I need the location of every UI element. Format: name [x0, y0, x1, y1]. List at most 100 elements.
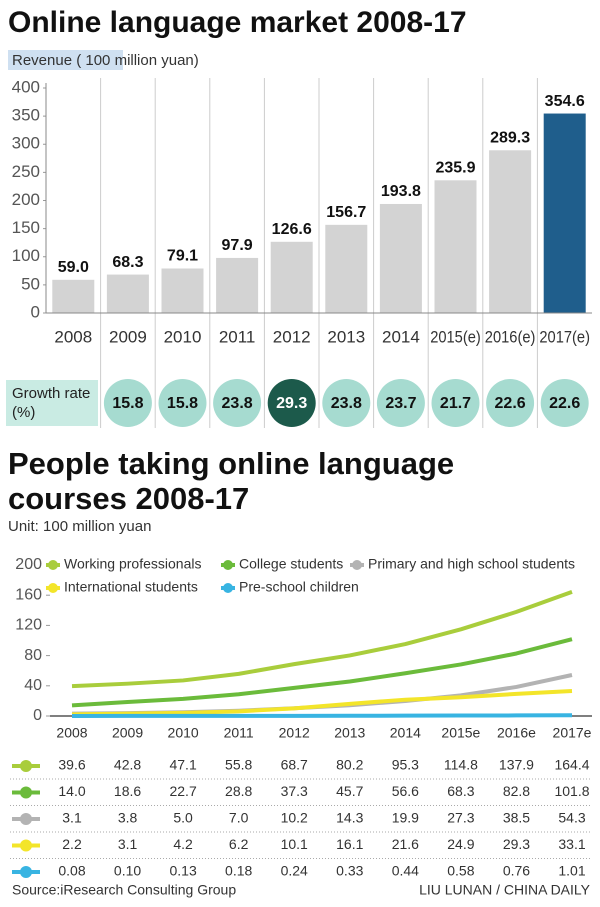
value-label: 126.6: [272, 221, 312, 238]
y-tick-label: 80: [24, 647, 42, 664]
bar: [52, 279, 95, 313]
x-tick-label: 2013: [327, 327, 365, 346]
growth-circle: [376, 379, 425, 427]
table-value: 10.2: [281, 810, 308, 826]
value-label: 156.7: [326, 204, 366, 221]
x-tick-label: 2015(e): [430, 327, 481, 346]
table-value: 42.8: [114, 757, 141, 773]
table-value: 0.58: [447, 863, 474, 879]
table-value: 164.4: [554, 757, 589, 773]
table-value: 3.1: [62, 810, 82, 826]
y-tick-label: 120: [15, 617, 42, 634]
bar: [543, 113, 586, 313]
x-tick-label: 2017e: [553, 725, 592, 741]
chart-title: Online language market 2008-17: [8, 6, 467, 39]
value-label: 79.1: [167, 248, 198, 265]
legend-swatch: [223, 560, 233, 570]
table-value: 22.7: [169, 783, 196, 799]
legend-label: Primary and high school students: [368, 556, 575, 572]
y-tick-label: 0: [33, 707, 42, 724]
table-value: 38.5: [503, 810, 530, 826]
growth-label: 15.8: [112, 395, 143, 412]
line: [71, 637, 573, 708]
table-value: 28.8: [225, 783, 252, 799]
growth-label: 22.6: [495, 395, 526, 412]
growth-label: Growth rate (%): [6, 380, 98, 426]
growth-label: 23.8: [222, 395, 253, 412]
legend-swatch: [48, 583, 58, 593]
table-value: 0.24: [281, 863, 308, 879]
growth-circle: [486, 379, 535, 427]
table-value: 114.8: [444, 757, 478, 773]
x-tick-label: 2011: [224, 725, 254, 741]
bar: [216, 257, 259, 313]
legend-label: International students: [64, 579, 198, 595]
bar: [489, 150, 532, 313]
table-value: 3.8: [118, 810, 138, 826]
chart-title: People taking online language courses 20…: [8, 446, 463, 516]
table-value: 47.1: [169, 757, 196, 773]
growth-label: 29.3: [276, 395, 307, 412]
y-tick-label: 100: [12, 246, 40, 265]
x-tick-label: 2014: [390, 725, 421, 741]
bar: [434, 180, 477, 313]
value-label: 289.3: [490, 129, 530, 146]
x-tick-label: 2014: [382, 327, 420, 346]
x-tick-label: 2015e: [441, 725, 480, 741]
x-tick-label: 2012: [279, 725, 310, 741]
x-tick-label: 2017(e): [539, 327, 590, 346]
y-tick-label: 400: [12, 77, 40, 96]
legend-label: Pre-school children: [239, 579, 359, 595]
x-tick-label: 2009: [112, 725, 143, 741]
y-tick-label: 150: [12, 218, 40, 237]
table-value: 0.18: [225, 863, 252, 879]
growth-circle: [540, 379, 589, 427]
bar: [106, 274, 149, 313]
growth-label: 23.7: [385, 395, 416, 412]
legend-label: College students: [239, 556, 343, 572]
table-value: 39.6: [58, 757, 85, 773]
growth-circle: [213, 379, 262, 427]
growth-circle: [322, 379, 371, 427]
table-value: 19.9: [392, 810, 419, 826]
x-tick-label: 2008: [54, 327, 92, 346]
value-label: 97.9: [222, 237, 253, 254]
table-value: 21.6: [392, 836, 419, 852]
x-tick-label: 2016(e): [485, 327, 536, 346]
table-value: 82.8: [503, 783, 530, 799]
growth-label: 21.7: [440, 395, 471, 412]
legend-swatch: [223, 583, 233, 593]
table-value: 45.7: [336, 783, 363, 799]
table-value: 0.13: [169, 863, 196, 879]
table-value: 4.2: [173, 836, 193, 852]
table-value: 24.9: [447, 836, 474, 852]
table-value: 37.3: [281, 783, 308, 799]
y-tick-label: 160: [15, 586, 42, 603]
row-swatch: [20, 813, 32, 825]
table-value: 101.8: [554, 783, 589, 799]
table-value: 7.0: [229, 810, 249, 826]
table-value: 16.1: [336, 836, 363, 852]
x-tick-label: 2010: [168, 725, 199, 741]
table-value: 5.0: [173, 810, 193, 826]
row-swatch: [20, 839, 32, 852]
y-tick-label: 40: [24, 677, 42, 694]
legend-swatch: [352, 560, 362, 570]
table-value: 95.3: [392, 757, 419, 773]
legend-label: Working professionals: [64, 556, 201, 572]
bar: [379, 203, 422, 313]
x-tick-label: 2013: [334, 725, 365, 741]
growth-label: 23.8: [331, 395, 362, 412]
table-value: 54.3: [558, 810, 585, 826]
growth-circle: [431, 379, 480, 427]
table-value: 0.44: [392, 863, 419, 879]
y-tick-label: 250: [12, 162, 40, 181]
table-value: 14.3: [336, 810, 363, 826]
table-value: 55.8: [225, 757, 252, 773]
row-swatch: [20, 760, 32, 772]
table-value: 0.08: [58, 863, 85, 879]
axis-label: Revenue ( 100 million yuan): [12, 52, 199, 69]
table-value: 10.1: [281, 836, 308, 852]
